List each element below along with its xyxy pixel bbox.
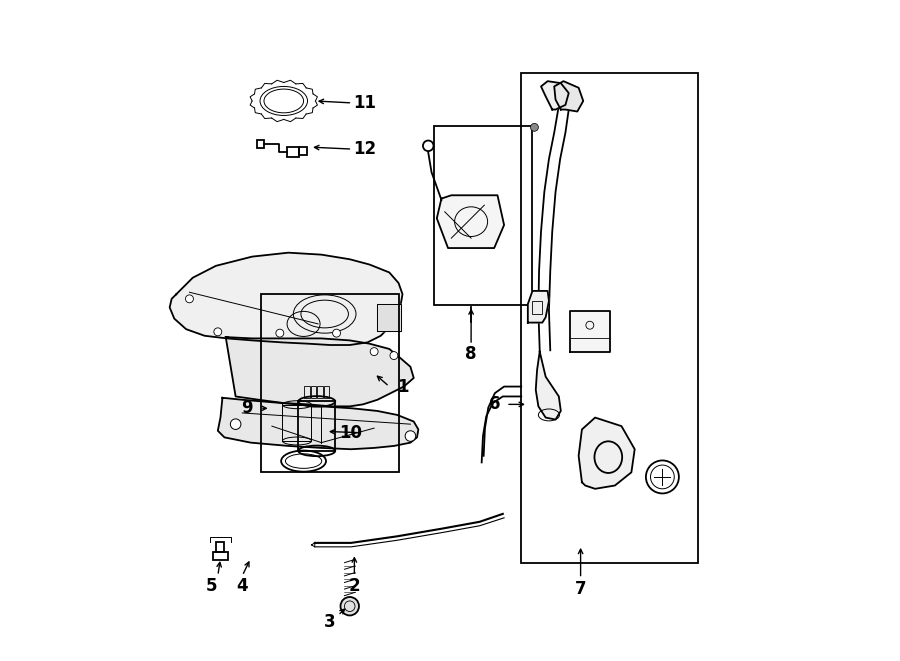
Bar (283, 405, 311, 441)
Bar (287, 147, 299, 157)
Circle shape (185, 295, 193, 303)
Circle shape (214, 328, 221, 336)
Bar (217, 541, 224, 552)
Bar (521, 73, 698, 563)
Text: 8: 8 (465, 344, 477, 363)
Polygon shape (541, 81, 569, 110)
Bar (298, 401, 335, 451)
Circle shape (333, 329, 340, 337)
Text: 2: 2 (348, 578, 360, 596)
Circle shape (230, 419, 241, 430)
Text: 7: 7 (575, 580, 587, 598)
Text: 11: 11 (353, 94, 376, 112)
Circle shape (390, 352, 398, 360)
Bar (533, 301, 543, 314)
Text: 5: 5 (205, 578, 217, 596)
Bar (261, 294, 400, 473)
Circle shape (276, 329, 284, 337)
Polygon shape (570, 311, 609, 352)
Polygon shape (527, 291, 549, 323)
Bar (304, 386, 310, 398)
Polygon shape (536, 352, 561, 420)
Bar (434, 126, 532, 305)
Polygon shape (554, 81, 583, 112)
Text: 9: 9 (241, 399, 253, 417)
Bar (257, 140, 264, 148)
Circle shape (340, 597, 359, 615)
Circle shape (530, 124, 538, 132)
Bar (324, 386, 329, 398)
Circle shape (370, 348, 378, 356)
Text: 4: 4 (237, 578, 248, 596)
Polygon shape (579, 418, 634, 488)
Text: 10: 10 (339, 424, 363, 442)
Text: 1: 1 (397, 377, 409, 395)
Polygon shape (170, 253, 402, 345)
Polygon shape (226, 337, 414, 407)
Polygon shape (377, 304, 400, 330)
Text: 3: 3 (324, 613, 336, 631)
Bar (212, 552, 229, 560)
Bar (310, 386, 316, 398)
Bar (318, 386, 323, 398)
Text: 6: 6 (489, 395, 500, 413)
Bar (299, 147, 307, 155)
Polygon shape (436, 195, 504, 248)
Text: 12: 12 (353, 140, 376, 158)
Circle shape (405, 431, 416, 442)
Polygon shape (218, 398, 418, 449)
